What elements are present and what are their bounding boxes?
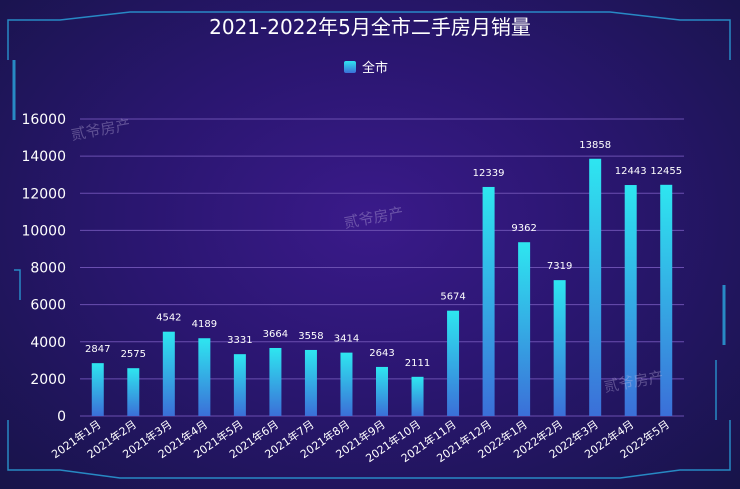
data-label: 2847 [85, 344, 110, 355]
data-label: 13858 [579, 140, 611, 151]
y-axis: 0 2000 4000 6000 8000 10000 12000 14000 16000 [21, 112, 66, 425]
decorative-frame [7, 11, 731, 479]
data-labels: 2847 2575 4542 4189 3331 3664 3558 3414 2643 2111… [85, 140, 682, 369]
legend: 全市 [344, 60, 388, 76]
data-label: 2575 [121, 349, 146, 360]
y-tick-label: 12000 [21, 186, 66, 202]
data-label: 4542 [156, 313, 181, 324]
bar [376, 366, 388, 416]
bar [447, 310, 460, 416]
data-label: 9362 [511, 223, 536, 234]
bar [660, 184, 673, 416]
legend-label: 全市 [362, 60, 388, 76]
bar [269, 347, 282, 416]
bar [198, 338, 211, 416]
y-tick-label: 2000 [30, 372, 66, 388]
data-label: 3664 [263, 329, 288, 340]
chart-title: 2021-2022年5月全市二手房月销量 [209, 15, 531, 39]
bar [340, 352, 353, 416]
watermark: 贰爷房产 [70, 116, 132, 144]
data-label: 12339 [473, 168, 505, 179]
bar [127, 368, 140, 416]
y-tick-label: 6000 [30, 298, 66, 314]
y-tick-label: 8000 [30, 261, 66, 277]
bar [411, 376, 424, 416]
legend-swatch [344, 61, 356, 73]
bar [91, 363, 104, 416]
data-label: 7319 [547, 261, 572, 272]
y-tick-label: 10000 [21, 223, 66, 239]
bar [482, 186, 495, 416]
data-label: 3558 [298, 331, 323, 342]
bar [304, 349, 317, 416]
data-label: 2111 [405, 358, 430, 369]
watermark: 贰爷房产 [343, 204, 405, 232]
bar [162, 331, 175, 416]
data-label: 3414 [334, 334, 359, 345]
data-label: 5674 [440, 292, 465, 303]
bar [624, 185, 637, 416]
bar [233, 354, 246, 416]
bar [589, 158, 602, 417]
x-axis: 2021年1月2021年2月2021年3月2021年4月2021年5月2021年… [49, 417, 672, 465]
watermarks: 贰爷房产 贰爷房产 贰爷房产 [70, 116, 665, 396]
y-tick-label: 16000 [21, 112, 66, 128]
data-label: 4189 [192, 319, 217, 330]
y-tick-label: 14000 [21, 149, 66, 165]
gridlines [80, 118, 684, 417]
data-label: 12455 [650, 166, 682, 177]
data-label: 12443 [615, 166, 647, 177]
data-label: 2643 [369, 348, 394, 359]
y-tick-label: 4000 [30, 335, 66, 351]
y-tick-label: 0 [57, 409, 66, 425]
bar [518, 242, 531, 416]
bar [553, 280, 566, 416]
bars [91, 158, 673, 417]
data-label: 3331 [227, 335, 252, 346]
